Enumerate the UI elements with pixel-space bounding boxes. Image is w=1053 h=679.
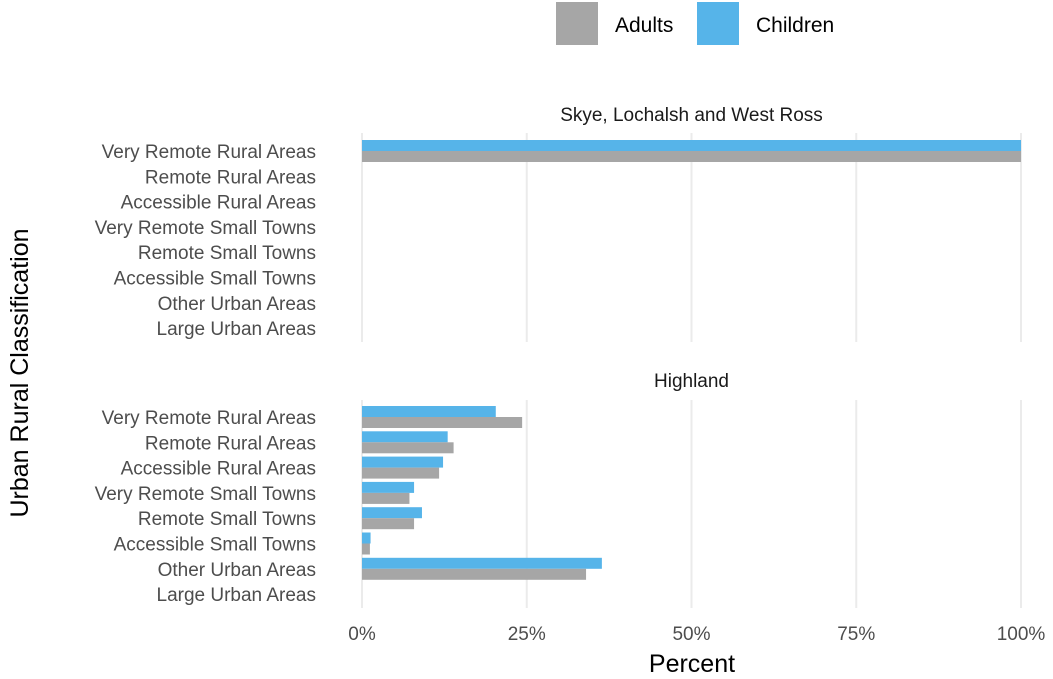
bars [362,406,602,580]
category-label: Other Urban Areas [158,294,316,315]
category-label: Other Urban Areas [158,560,316,581]
x-tick-label: 100% [997,624,1046,645]
panel-skye-lochalsh-and-west-ross: Skye, Lochalsh and West Ross Very Remote … [95,105,1022,342]
bar-children [362,406,496,417]
bar-adults [362,492,410,504]
legend-swatch-adults [556,2,598,45]
category-label: Remote Rural Areas [145,167,316,188]
category-labels: Very Remote Rural Areas Remote Rural Area… [95,142,316,340]
panel-title: Highland [654,371,729,392]
chart-panels: Skye, Lochalsh and West Ross Very Remote … [95,105,1022,608]
panel-highland: Highland Very Remote Rural Areas Remote Ru… [95,371,1022,608]
gridlines [361,133,1022,342]
y-axis-title: Urban Rural Classification [6,228,34,517]
x-tick-label: 0% [348,624,376,645]
bar-children [362,481,415,493]
bar-adults [362,518,415,530]
x-tick-label: 25% [508,624,546,645]
legend: Adults Children [556,2,834,45]
bar-adults [362,568,587,580]
bar-children [362,431,448,443]
legend-label-adults: Adults [615,14,673,37]
category-label: Remote Small Towns [138,509,316,530]
bar-children [362,557,602,569]
category-label: Accessible Rural Areas [121,193,316,214]
category-label: Large Urban Areas [157,319,317,340]
category-labels: Very Remote Rural Areas Remote Rural Area… [95,408,316,606]
x-axis: 0% 25% 50% 75% 100% [348,624,1045,645]
bar-adults [362,417,523,428]
x-tick-label: 75% [837,624,875,645]
category-label: Very Remote Small Towns [95,218,316,239]
bar-children [362,532,371,544]
bar-adults [362,151,1021,162]
category-label: Very Remote Rural Areas [102,142,316,163]
x-tick-label: 50% [672,624,710,645]
category-label: Accessible Small Towns [114,535,316,556]
bar-adults [362,467,440,479]
x-axis-title: Percent [649,650,735,678]
bar-children [362,140,1021,151]
bar-adults [362,442,454,454]
category-label: Very Remote Small Towns [95,484,316,505]
legend-swatch-children [697,2,739,45]
category-label: Remote Small Towns [138,243,316,264]
bar-children [362,507,422,519]
bars [362,140,1021,162]
bar-children [362,456,444,468]
category-label: Accessible Small Towns [114,269,316,290]
panel-title: Skye, Lochalsh and West Ross [560,105,823,126]
category-label: Very Remote Rural Areas [102,408,316,429]
category-label: Accessible Rural Areas [121,459,316,480]
category-label: Remote Rural Areas [145,433,316,454]
legend-label-children: Children [756,14,834,37]
bar-adults [362,543,370,555]
category-label: Large Urban Areas [157,585,317,606]
